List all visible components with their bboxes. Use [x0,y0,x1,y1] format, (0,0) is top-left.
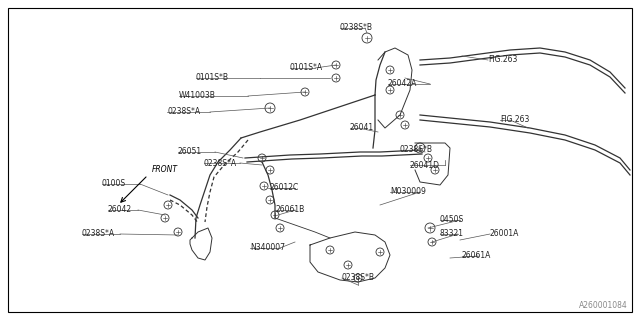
Text: 0238S*B: 0238S*B [400,146,433,155]
Text: 0238S*B: 0238S*B [342,274,375,283]
Text: FIG.263: FIG.263 [488,55,517,65]
Text: 0450S: 0450S [440,215,464,225]
Text: 26001A: 26001A [490,229,520,238]
Text: 26051: 26051 [178,148,202,156]
Text: 0101S*B: 0101S*B [196,74,229,83]
Text: 26042: 26042 [108,205,132,214]
Text: M030009: M030009 [390,188,426,196]
Text: 26061A: 26061A [462,252,492,260]
Text: A260001084: A260001084 [579,301,628,310]
Text: 0238S*A: 0238S*A [82,229,115,238]
Text: 0238S*A: 0238S*A [167,108,200,116]
Text: 83321: 83321 [440,229,464,238]
Text: FRONT: FRONT [152,165,178,174]
Text: 26041D: 26041D [410,161,440,170]
Text: 26012C: 26012C [270,183,300,193]
Text: 0238S*B: 0238S*B [340,23,373,33]
Text: 0238S*A: 0238S*A [204,158,237,167]
Text: 26042A: 26042A [388,79,417,89]
Text: 26061B: 26061B [275,205,304,214]
Text: 0100S: 0100S [102,180,126,188]
Text: FIG.263: FIG.263 [500,116,529,124]
Text: W41003B: W41003B [179,92,216,100]
Text: N340007: N340007 [250,244,285,252]
Text: 0101S*A: 0101S*A [290,63,323,73]
Text: 26041: 26041 [350,124,374,132]
